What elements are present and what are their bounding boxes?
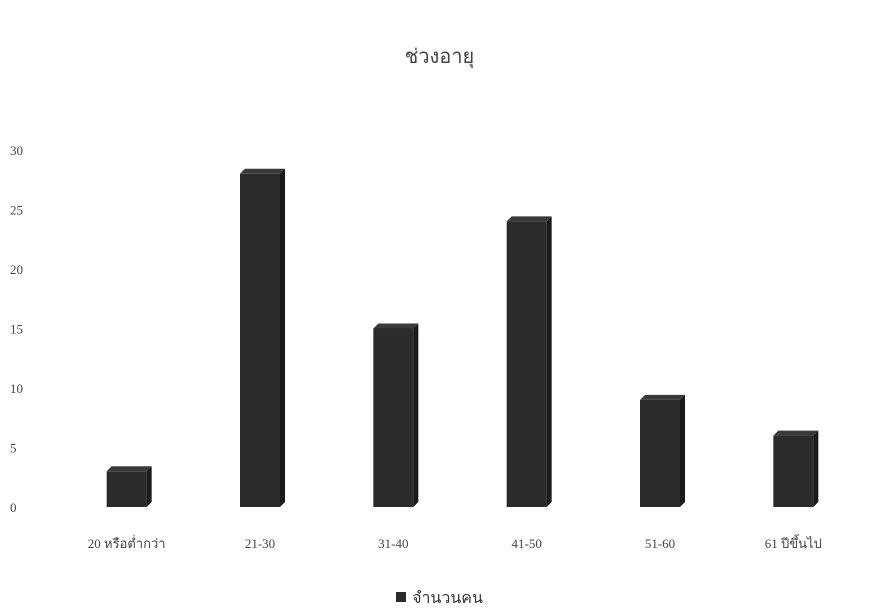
bar-side-face xyxy=(546,216,552,507)
x-axis: 20 หรือต่ำกว่า 21-30 31-40 41-50 51-60 61 ปีข… xyxy=(88,534,822,551)
bar xyxy=(373,328,414,507)
bar-top-face xyxy=(373,323,419,329)
bar xyxy=(106,471,147,507)
legend: จำนวนคน xyxy=(0,586,879,611)
chart-title: ช่วงอายุ xyxy=(404,44,475,68)
bar-side-face xyxy=(413,323,419,507)
y-tick-label: 10 xyxy=(10,381,23,396)
bar-top-face xyxy=(506,216,552,222)
bar-side-face xyxy=(280,168,285,508)
x-tick-label: 21-30 xyxy=(245,536,275,551)
bars-group xyxy=(106,168,819,508)
bar-top-face xyxy=(640,394,685,400)
y-tick-label: 0 xyxy=(10,500,17,515)
y-tick-label: 5 xyxy=(10,441,17,456)
bar-side-face xyxy=(813,430,819,507)
bar-top-face xyxy=(106,466,152,472)
legend-label: จำนวนคน xyxy=(412,588,483,607)
bar-top-face xyxy=(773,430,819,436)
y-tick-label: 30 xyxy=(10,143,23,158)
x-tick-label: 51-60 xyxy=(645,536,675,551)
legend-swatch xyxy=(396,592,407,602)
bar xyxy=(240,173,280,508)
bar-side-face xyxy=(680,394,685,507)
y-tick-label: 25 xyxy=(10,203,23,218)
y-tick-label: 15 xyxy=(10,322,23,337)
x-tick-label: 61 ปีขึ้นไป xyxy=(765,534,822,551)
bar xyxy=(773,435,814,507)
bar xyxy=(506,221,547,507)
bar-side-face xyxy=(146,466,152,507)
bar-top-face xyxy=(240,168,285,174)
y-axis: 0 5 10 15 20 25 30 xyxy=(10,143,23,515)
bar xyxy=(640,399,680,507)
y-tick-label: 20 xyxy=(10,262,23,277)
x-tick-label: 20 หรือต่ำกว่า xyxy=(88,535,166,551)
x-tick-label: 31-40 xyxy=(378,536,408,551)
x-tick-label: 41-50 xyxy=(511,536,541,551)
